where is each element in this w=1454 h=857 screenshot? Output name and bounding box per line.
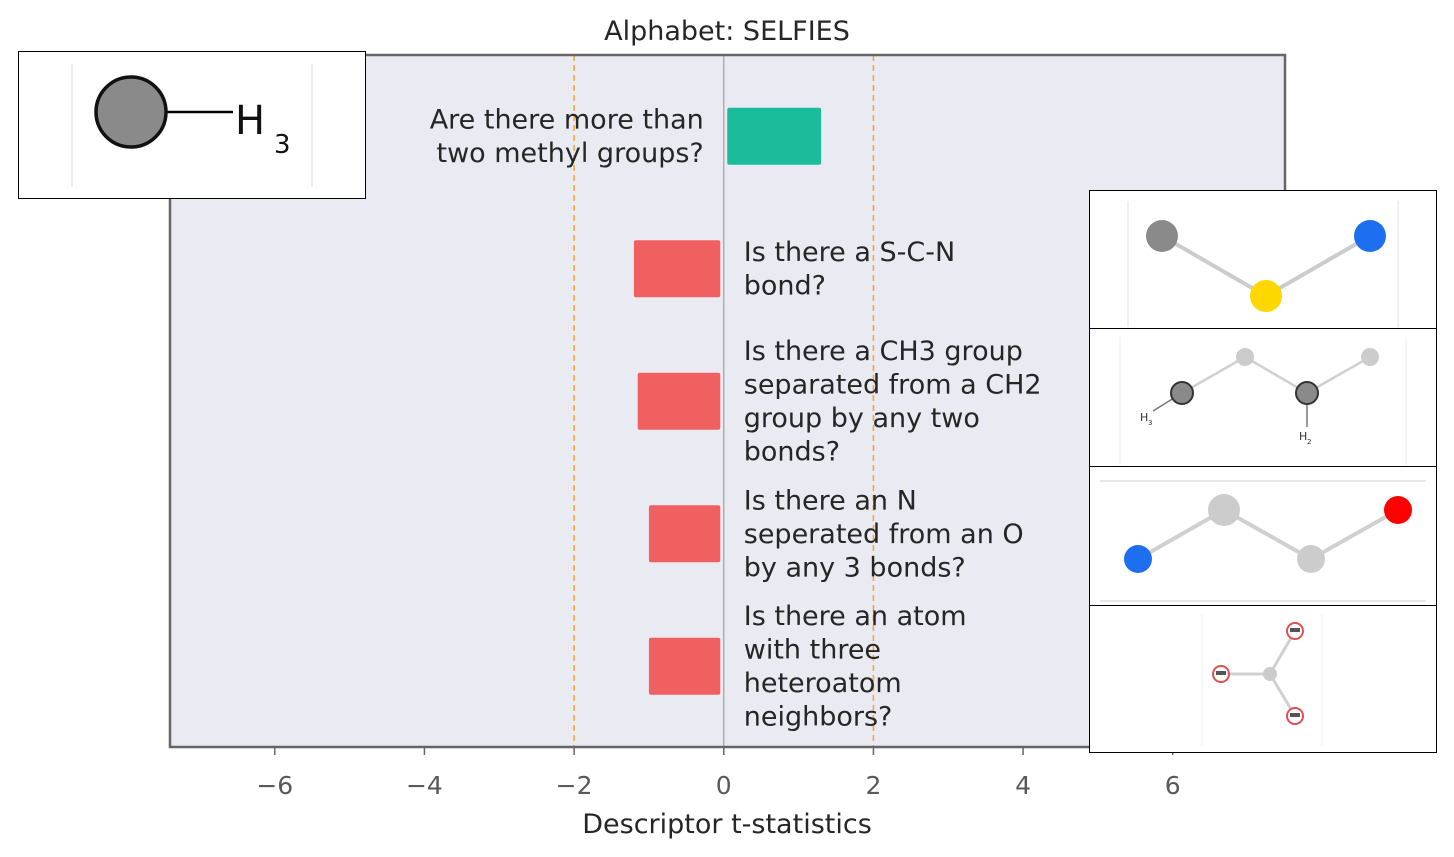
charged-atom-icon <box>1286 622 1304 640</box>
carbon-atom-icon <box>94 75 168 149</box>
bar <box>637 372 721 430</box>
methyl-group-image: H 3 <box>18 51 366 199</box>
carbon-atom-icon <box>1208 494 1240 526</box>
x-tick-label: −6 <box>256 771 293 800</box>
chart-title: Alphabet: SELFIES <box>604 16 850 47</box>
carbon-atom-icon <box>1146 220 1178 252</box>
carbon-atom-icon <box>1297 545 1325 573</box>
hydrogen-subscript: 3 <box>1148 419 1152 427</box>
carbon-atom-icon <box>1170 381 1194 405</box>
x-tick-label: −4 <box>406 771 443 800</box>
bar <box>648 505 721 563</box>
charged-atom-icon <box>1286 707 1304 725</box>
x-tick-label: 0 <box>716 771 732 800</box>
nitrogen-atom-icon <box>1354 220 1386 252</box>
x-tick-label: −2 <box>556 771 593 800</box>
bar-label: Is there a S-C-N bond? <box>744 237 955 302</box>
n-o-three-bonds-image <box>1089 466 1437 606</box>
bar-label: Are there more than two methyl groups? <box>430 105 704 170</box>
bar <box>727 107 822 165</box>
three-heteroatom-neighbors-image <box>1089 605 1437 753</box>
bar <box>648 637 721 695</box>
x-tick-label: 4 <box>1015 771 1031 800</box>
oxygen-atom-icon <box>1384 496 1412 524</box>
bar <box>633 240 721 298</box>
x-tick-label: 6 <box>1165 771 1181 800</box>
x-axis-label: Descriptor t-statistics <box>582 809 872 840</box>
charged-atom-icon <box>1212 665 1230 683</box>
hydrogen-label: H <box>1299 430 1307 443</box>
ch3-ch2-separation-image: H 3 H 2 <box>1089 328 1437 468</box>
bar-label: Is there a CH3 group separated from a CH2… <box>744 336 1042 468</box>
atom-icon <box>1236 348 1254 366</box>
hydrogen-label: H <box>235 98 265 144</box>
hydrogen-subscript: 3 <box>274 130 291 160</box>
x-tick-label: 2 <box>865 771 881 800</box>
nitrogen-atom-icon <box>1124 545 1152 573</box>
hydrogen-label: H <box>1140 411 1148 424</box>
atom-icon <box>1361 348 1379 366</box>
s-c-n-bond-image <box>1089 190 1437 330</box>
sulfur-atom-icon <box>1250 280 1282 312</box>
hydrogen-subscript: 2 <box>1307 438 1311 446</box>
atom-icon <box>1263 667 1277 681</box>
bar-label: Is there an atom with three heteroatom neig… <box>744 601 967 733</box>
carbon-atom-icon <box>1295 381 1319 405</box>
